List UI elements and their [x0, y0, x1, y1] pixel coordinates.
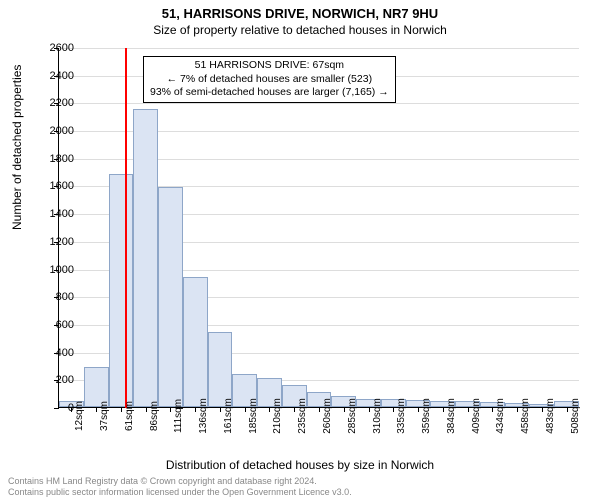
xtick-label: 61sqm	[124, 401, 135, 431]
xtick-mark	[146, 407, 147, 412]
annotation-box: 51 HARRISONS DRIVE: 67sqm ← 7% of detach…	[143, 56, 396, 103]
ytick-label: 2600	[34, 42, 74, 54]
xtick-label: 235sqm	[297, 398, 308, 434]
ytick-label: 400	[34, 347, 74, 359]
xtick-label: 210sqm	[272, 398, 283, 434]
ytick-label: 1000	[34, 264, 74, 276]
ytick-label: 2000	[34, 125, 74, 137]
xtick-mark	[369, 407, 370, 412]
xtick-label: 285sqm	[347, 398, 358, 434]
xtick-mark	[517, 407, 518, 412]
xtick-label: 359sqm	[421, 398, 432, 434]
xtick-mark	[245, 407, 246, 412]
xtick-mark	[269, 407, 270, 412]
y-axis-label: Number of detached properties	[10, 65, 24, 230]
xtick-label: 136sqm	[198, 398, 209, 434]
xtick-label: 434sqm	[495, 398, 506, 434]
xtick-mark	[393, 407, 394, 412]
xtick-label: 409sqm	[471, 398, 482, 434]
xtick-label: 161sqm	[223, 398, 234, 434]
xtick-mark	[542, 407, 543, 412]
footer-line-1: Contains HM Land Registry data © Crown c…	[8, 476, 352, 487]
ytick-label: 1200	[34, 236, 74, 248]
ytick-label: 1600	[34, 180, 74, 192]
chart-area: 51 HARRISONS DRIVE: 67sqm ← 7% of detach…	[58, 48, 578, 408]
xtick-mark	[195, 407, 196, 412]
ytick-label: 1800	[34, 153, 74, 165]
ytick-label: 600	[34, 319, 74, 331]
xtick-label: 185sqm	[248, 398, 259, 434]
annotation-line-3: 93% of semi-detached houses are larger (…	[150, 86, 389, 100]
xtick-label: 384sqm	[446, 398, 457, 434]
xtick-label: 508sqm	[570, 398, 581, 434]
xtick-mark	[96, 407, 97, 412]
xtick-label: 86sqm	[149, 401, 160, 431]
xtick-mark	[121, 407, 122, 412]
xtick-mark	[418, 407, 419, 412]
chart-subtitle: Size of property relative to detached ho…	[0, 21, 600, 37]
xtick-label: 335sqm	[396, 398, 407, 434]
histogram-bar	[183, 277, 208, 407]
xtick-mark	[468, 407, 469, 412]
ytick-label: 200	[34, 374, 74, 386]
footer-attribution: Contains HM Land Registry data © Crown c…	[8, 476, 352, 498]
xtick-label: 12sqm	[74, 401, 85, 431]
annotation-line-2: ← 7% of detached houses are smaller (523…	[150, 73, 389, 87]
histogram-bar	[109, 174, 134, 407]
histogram-bar	[208, 332, 233, 407]
xtick-mark	[492, 407, 493, 412]
xtick-mark	[294, 407, 295, 412]
gridline	[59, 48, 579, 49]
ytick-label: 0	[34, 402, 74, 414]
histogram-bar	[133, 109, 158, 407]
histogram-bar	[158, 187, 183, 407]
ytick-label: 2400	[34, 70, 74, 82]
xtick-mark	[443, 407, 444, 412]
xtick-label: 458sqm	[520, 398, 531, 434]
xtick-label: 310sqm	[372, 398, 383, 434]
chart-container: 51, HARRISONS DRIVE, NORWICH, NR7 9HU Si…	[0, 0, 600, 500]
x-axis-label: Distribution of detached houses by size …	[0, 458, 600, 472]
xtick-mark	[567, 407, 568, 412]
ytick-label: 1400	[34, 208, 74, 220]
xtick-label: 111sqm	[173, 399, 184, 433]
annotation-line-1: 51 HARRISONS DRIVE: 67sqm	[150, 59, 389, 73]
xtick-mark	[170, 407, 171, 412]
footer-line-2: Contains public sector information licen…	[8, 487, 352, 498]
ytick-label: 2200	[34, 97, 74, 109]
chart-title: 51, HARRISONS DRIVE, NORWICH, NR7 9HU	[0, 0, 600, 21]
gridline	[59, 103, 579, 104]
xtick-label: 483sqm	[545, 398, 556, 434]
property-marker-line	[125, 48, 127, 408]
xtick-mark	[344, 407, 345, 412]
xtick-mark	[220, 407, 221, 412]
xtick-mark	[319, 407, 320, 412]
xtick-label: 260sqm	[322, 398, 333, 434]
xtick-label: 37sqm	[99, 401, 110, 431]
ytick-label: 800	[34, 291, 74, 303]
